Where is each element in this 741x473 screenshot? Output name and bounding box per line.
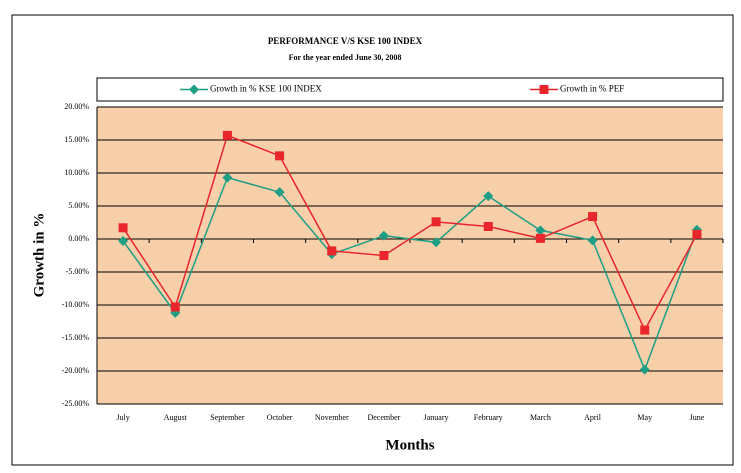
x-tick-label: November bbox=[315, 413, 349, 422]
legend-box bbox=[96, 77, 724, 102]
x-tick-label: February bbox=[474, 413, 503, 422]
x-tick-label: January bbox=[424, 413, 449, 422]
y-tick-label: 0.00% bbox=[68, 234, 89, 243]
marker bbox=[222, 130, 232, 140]
x-tick-label: August bbox=[164, 413, 188, 422]
x-axis-title: Months bbox=[385, 437, 434, 453]
x-tick-label: April bbox=[584, 413, 602, 422]
marker bbox=[170, 302, 180, 312]
x-tick-label: May bbox=[637, 413, 652, 422]
marker bbox=[275, 151, 285, 161]
legend-label: Growth in % KSE 100 INDEX bbox=[210, 84, 322, 94]
marker bbox=[222, 172, 233, 183]
x-tick-label: March bbox=[530, 413, 551, 422]
y-tick-label: 10.00% bbox=[64, 168, 89, 177]
y-tick-label: 5.00% bbox=[68, 201, 89, 210]
y-tick-label: -25.00% bbox=[62, 399, 90, 408]
marker bbox=[379, 251, 389, 260]
chart-title: PERFORMANCE V/S KSE 100 INDEX bbox=[268, 36, 423, 46]
marker bbox=[535, 225, 546, 236]
marker bbox=[535, 233, 545, 243]
y-tick-label: 15.00% bbox=[64, 135, 89, 144]
marker bbox=[692, 229, 702, 239]
series-line bbox=[122, 134, 698, 332]
marker bbox=[431, 237, 442, 248]
marker bbox=[483, 191, 494, 202]
y-tick-label: -5.00% bbox=[66, 267, 90, 276]
x-tick-label: October bbox=[267, 413, 293, 422]
marker bbox=[588, 212, 598, 222]
x-tick-label: July bbox=[116, 413, 129, 422]
y-tick-label: -15.00% bbox=[62, 333, 90, 342]
marker bbox=[539, 85, 549, 94]
chart-subtitle: For the year ended June 30, 2008 bbox=[289, 53, 402, 62]
x-tick-label: June bbox=[690, 413, 705, 422]
y-tick-label: -10.00% bbox=[62, 300, 90, 309]
marker bbox=[327, 246, 337, 256]
marker bbox=[118, 235, 129, 246]
marker bbox=[274, 187, 285, 198]
marker bbox=[640, 325, 650, 335]
y-tick-label: 20.00% bbox=[64, 102, 89, 111]
marker bbox=[378, 230, 389, 241]
y-axis-title: Growth in % bbox=[31, 213, 47, 298]
x-tick-label: December bbox=[367, 413, 400, 422]
plot-area bbox=[97, 107, 723, 404]
legend-label: Growth in % PEF bbox=[560, 84, 624, 94]
marker bbox=[189, 84, 199, 95]
y-tick-label: -20.00% bbox=[62, 366, 90, 375]
marker bbox=[587, 235, 598, 246]
marker bbox=[483, 221, 493, 231]
x-tick-label: September bbox=[210, 413, 245, 422]
marker bbox=[639, 364, 650, 375]
marker bbox=[431, 217, 441, 227]
marker bbox=[118, 223, 128, 233]
